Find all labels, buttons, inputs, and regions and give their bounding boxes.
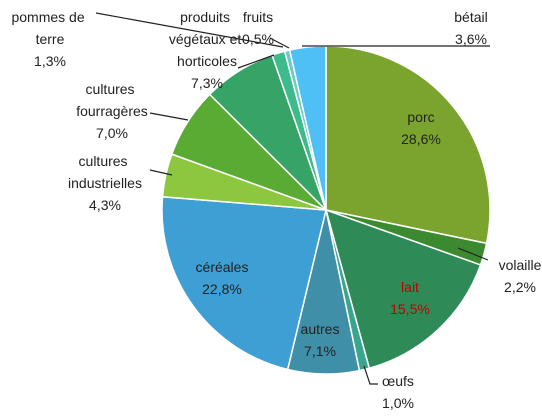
value-label: 1,3%: [34, 53, 66, 69]
label-line: volaille: [499, 257, 542, 273]
value-label: 1,0%: [382, 395, 414, 411]
slice-label: autres: [301, 321, 340, 337]
value-label: 3,6%: [455, 31, 487, 47]
leader-line: [363, 365, 378, 385]
slice: [324, 208, 482, 370]
value-label: 7,1%: [304, 343, 336, 359]
value-label: 7,0%: [96, 125, 128, 141]
label-line: horticoles: [177, 53, 237, 69]
value-label: 15,5%: [390, 301, 430, 317]
label-line: céréales: [196, 259, 249, 275]
slice-label: bétail: [454, 9, 487, 25]
label-line: cultures: [86, 81, 139, 97]
leader-line: [269, 37, 290, 49]
slice-label: pommes de terre: [11, 9, 88, 47]
leader-line: [237, 54, 275, 69]
label-line: terre: [36, 31, 65, 47]
value-label: 7,3%: [191, 75, 223, 91]
slice-label: porc: [407, 109, 434, 125]
pie: [161, 45, 491, 375]
slice-label: céréales: [196, 259, 249, 275]
value-label: 4,3%: [89, 197, 121, 213]
label-line: porc: [407, 109, 434, 125]
slice-label: fruits: [243, 9, 273, 25]
leader-line: [149, 169, 173, 176]
label-line: pommes de: [11, 9, 88, 25]
label-line: végétaux et: [169, 31, 245, 47]
slice-label: cultures industrielles: [68, 153, 142, 191]
label-line: industrielles: [68, 175, 142, 191]
leader-line: [457, 247, 489, 261]
slice-label: œufs: [382, 373, 414, 389]
leader-lines: [95, 12, 490, 385]
slice: [161, 195, 327, 371]
slice-label: volaille: [499, 257, 542, 273]
slice: [325, 45, 491, 245]
label-line: fourragères: [76, 103, 148, 119]
value-label: 22,8%: [202, 281, 242, 297]
label-line: bétail: [454, 9, 487, 25]
label-line: lait: [401, 279, 419, 295]
slice-label: lait: [401, 279, 419, 295]
slice-label: produits végétaux et horticoles: [169, 9, 245, 69]
label-line: fruits: [243, 9, 273, 25]
value-label: 28,6%: [401, 131, 441, 147]
slice-label: cultures fourragères: [76, 81, 148, 119]
leader-line: [149, 112, 189, 121]
label-line: autres: [301, 321, 340, 337]
leader-line: [95, 12, 284, 48]
label-line: œufs: [382, 373, 414, 389]
value-label: 0,5%: [242, 31, 274, 47]
label-line: cultures: [79, 153, 132, 169]
value-label: 2,2%: [504, 279, 536, 295]
label-line: produits: [180, 9, 234, 25]
